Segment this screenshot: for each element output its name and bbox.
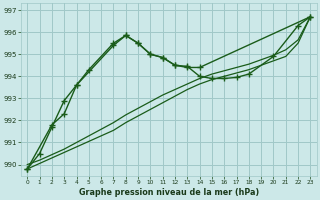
X-axis label: Graphe pression niveau de la mer (hPa): Graphe pression niveau de la mer (hPa)	[79, 188, 259, 197]
